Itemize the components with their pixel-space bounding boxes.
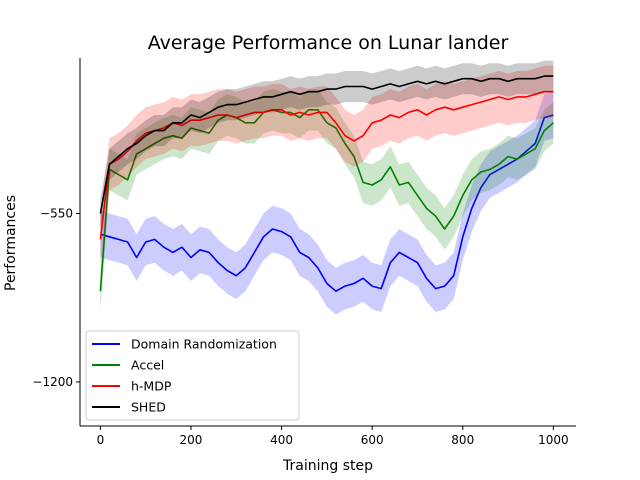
legend-box [85, 330, 300, 421]
x-tick-label: 400 [270, 433, 293, 447]
y-axis-label: Performances [3, 195, 19, 291]
x-tick-label: 600 [361, 433, 384, 447]
x-tick-label: 1000 [538, 433, 569, 447]
y-tick-label: −550 [40, 206, 73, 220]
series-3-band [100, 60, 554, 229]
x-axis-label: Training step [282, 458, 373, 474]
legend: Domain Randomization Accel h-MDP SHED [85, 330, 300, 421]
legend-label: Accel [131, 358, 164, 373]
x-tick-label: 800 [451, 433, 474, 447]
series-1-line [99, 109, 554, 292]
plot-area [99, 60, 554, 315]
y-tick-label: −1200 [32, 375, 73, 389]
series-2-line [99, 90, 554, 240]
series-3-line [99, 75, 554, 214]
series-0-band [100, 91, 554, 315]
x-tick-label: 200 [180, 433, 203, 447]
series-0-line [100, 114, 554, 293]
legend-label: SHED [131, 400, 166, 415]
legend-label: h-MDP [131, 379, 172, 394]
legend-label: Domain Randomization [131, 337, 277, 352]
x-ticks: 0 200 400 600 800 1000 [97, 426, 569, 447]
x-tick-label: 0 [97, 433, 105, 447]
series-1-band [100, 89, 554, 312]
chart-title: Average Performance on Lunar lander [148, 32, 509, 54]
y-ticks: −550 −1200 [32, 206, 80, 389]
